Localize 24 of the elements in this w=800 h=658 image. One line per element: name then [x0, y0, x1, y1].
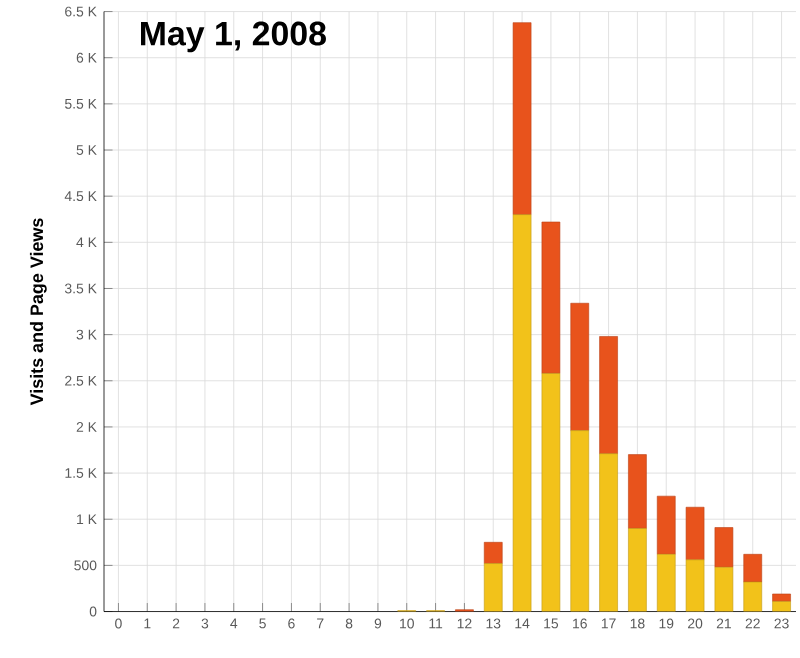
bar: [570, 430, 590, 612]
bar: [483, 542, 503, 565]
bar: [714, 567, 734, 612]
bar: [656, 496, 676, 555]
bar: [628, 454, 647, 529]
bar: [512, 214, 532, 612]
bar: [628, 528, 647, 612]
bar: [599, 453, 618, 612]
chart-title: May 1, 2008: [141, 21, 326, 53]
bar: [512, 22, 532, 216]
bar: [570, 303, 590, 432]
bar: [541, 373, 561, 612]
bar: [743, 581, 763, 612]
bar: [772, 601, 791, 612]
y-axis-title: Visits and Page Views: [29, 218, 47, 406]
bar: [599, 336, 618, 455]
bar: [656, 554, 676, 612]
bar: [483, 563, 503, 612]
bar: [541, 221, 561, 374]
bar: [685, 507, 705, 561]
bar: [714, 527, 734, 568]
bar: [743, 554, 763, 583]
bar: [685, 559, 705, 612]
bar: [772, 593, 791, 602]
